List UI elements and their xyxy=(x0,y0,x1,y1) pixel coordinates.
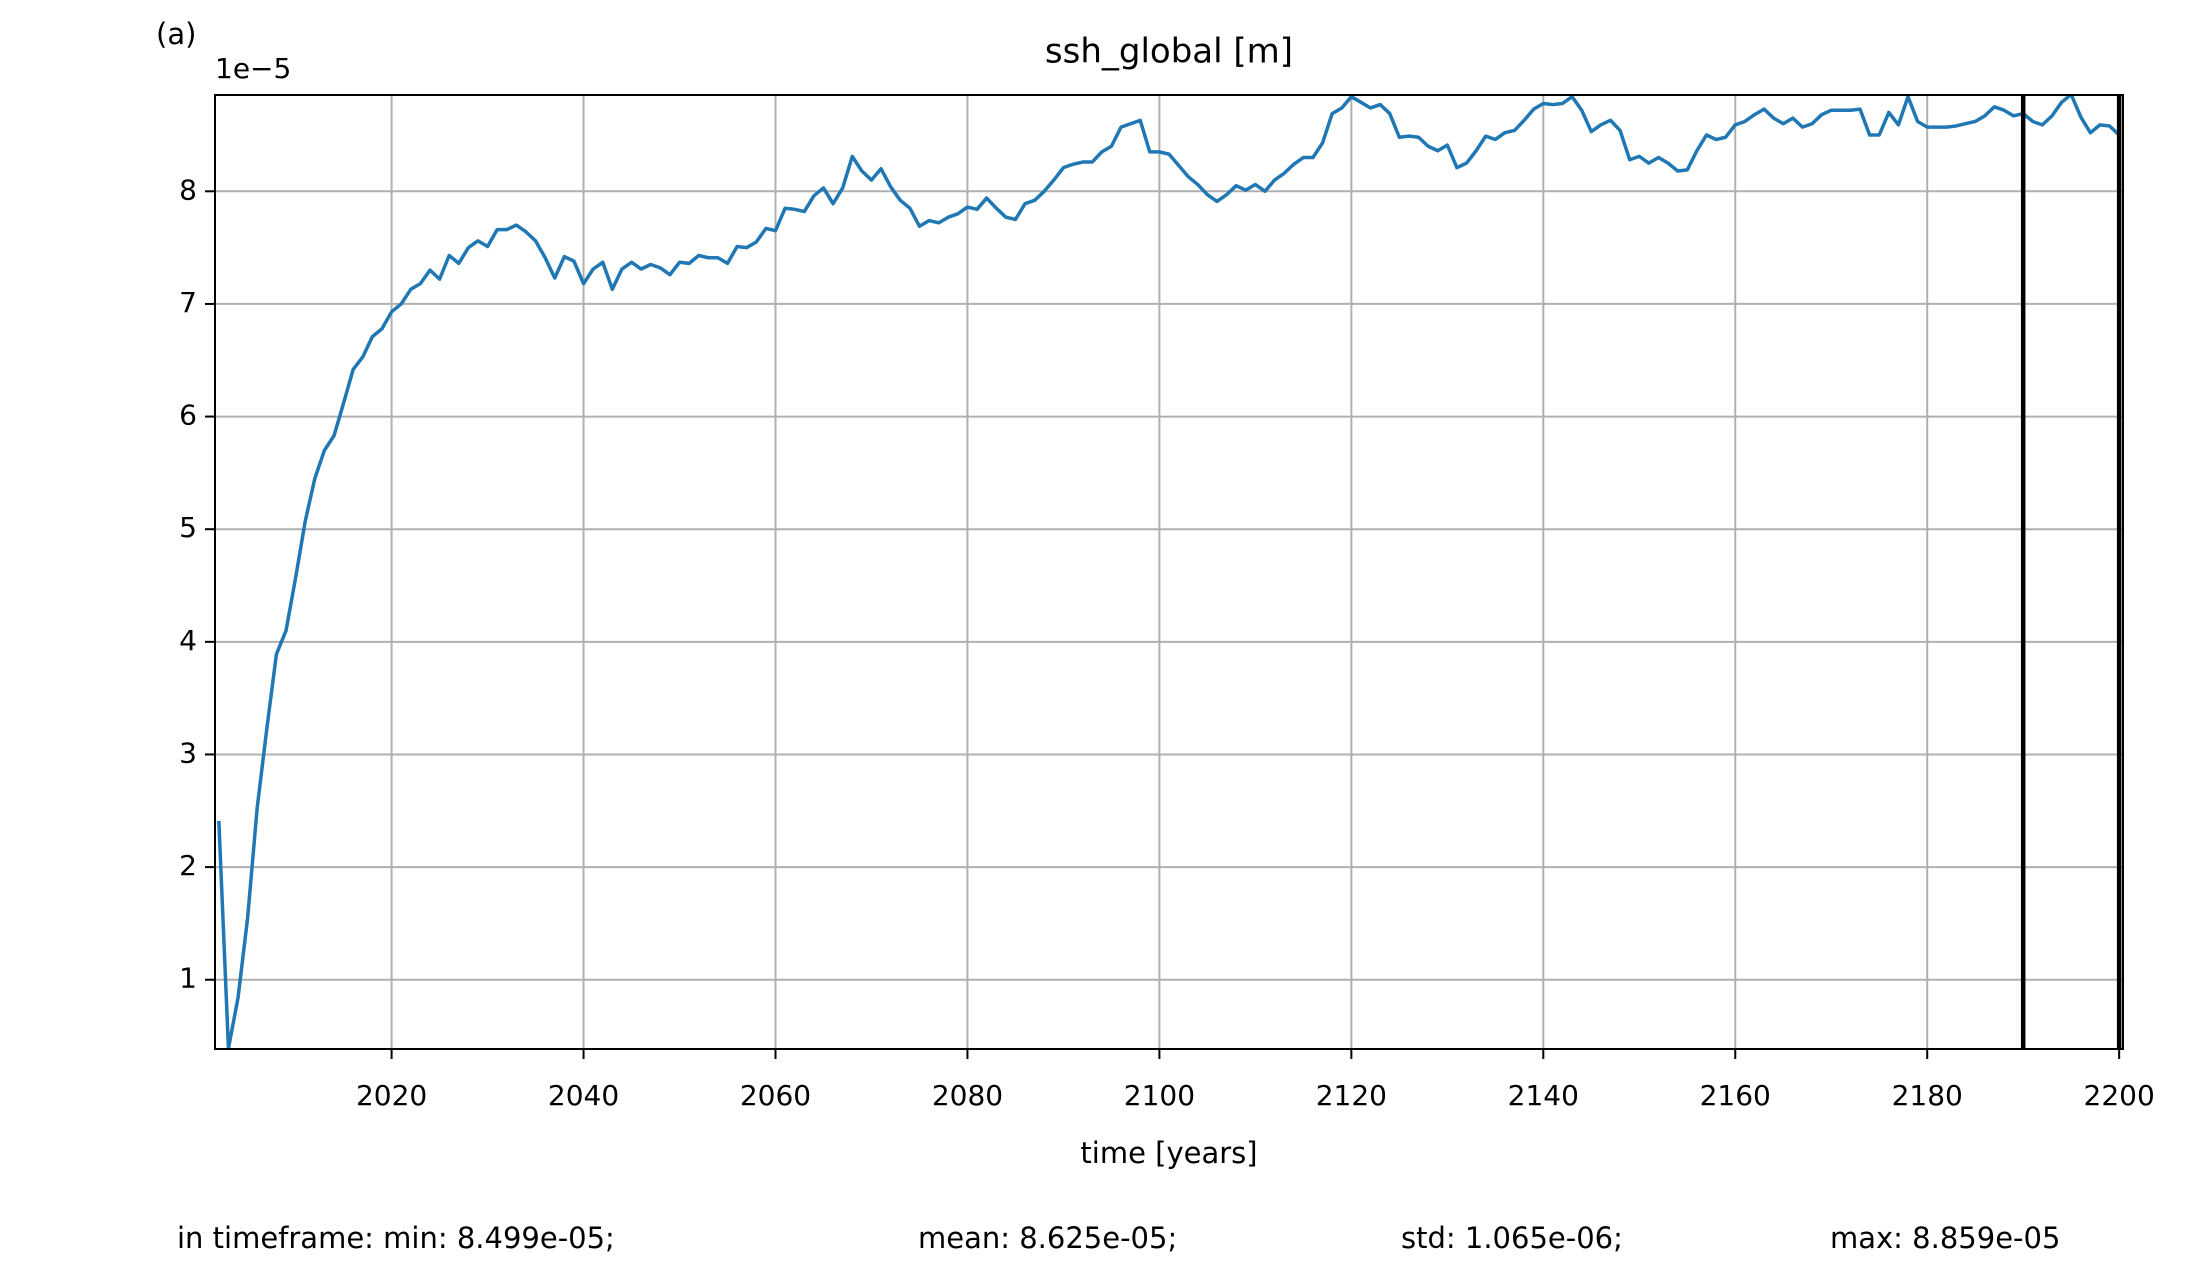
y-tick-label: 5 xyxy=(179,511,197,544)
chart-title: ssh_global [m] xyxy=(1045,32,1293,72)
x-tick-label: 2080 xyxy=(932,1079,1003,1112)
y-tick-label: 1 xyxy=(179,962,197,995)
x-tick-label: 2060 xyxy=(740,1079,811,1112)
plot-frame xyxy=(214,94,2124,1050)
stat-text: max: 8.859e-05 xyxy=(1830,1221,2060,1255)
y-tick-label: 8 xyxy=(179,173,197,206)
y-tick-label: 7 xyxy=(179,286,197,319)
y-offset-label: 1e−5 xyxy=(215,52,291,85)
x-tick-label: 2180 xyxy=(1892,1079,1963,1112)
x-tick-label: 2120 xyxy=(1316,1079,1387,1112)
x-tick-label: 2160 xyxy=(1700,1079,1771,1112)
x-tick-label: 2200 xyxy=(2084,1079,2155,1112)
panel-label: (a) xyxy=(156,17,196,51)
y-tick-label: 6 xyxy=(179,399,197,432)
x-axis-label: time [years] xyxy=(1080,1136,1257,1170)
y-tick-label: 3 xyxy=(179,736,197,769)
x-tick-label: 2020 xyxy=(356,1079,427,1112)
y-tick-label: 4 xyxy=(179,624,197,657)
stat-text: in timeframe: min: 8.499e-05; xyxy=(177,1221,615,1255)
stat-text: std: 1.065e-06; xyxy=(1401,1221,1623,1255)
data-line xyxy=(217,95,2121,1049)
x-tick-label: 2040 xyxy=(548,1079,619,1112)
stat-text: mean: 8.625e-05; xyxy=(918,1221,1177,1255)
x-tick-label: 2140 xyxy=(1508,1079,1579,1112)
x-tick-label: 2100 xyxy=(1124,1079,1195,1112)
y-tick-label: 2 xyxy=(179,849,197,882)
